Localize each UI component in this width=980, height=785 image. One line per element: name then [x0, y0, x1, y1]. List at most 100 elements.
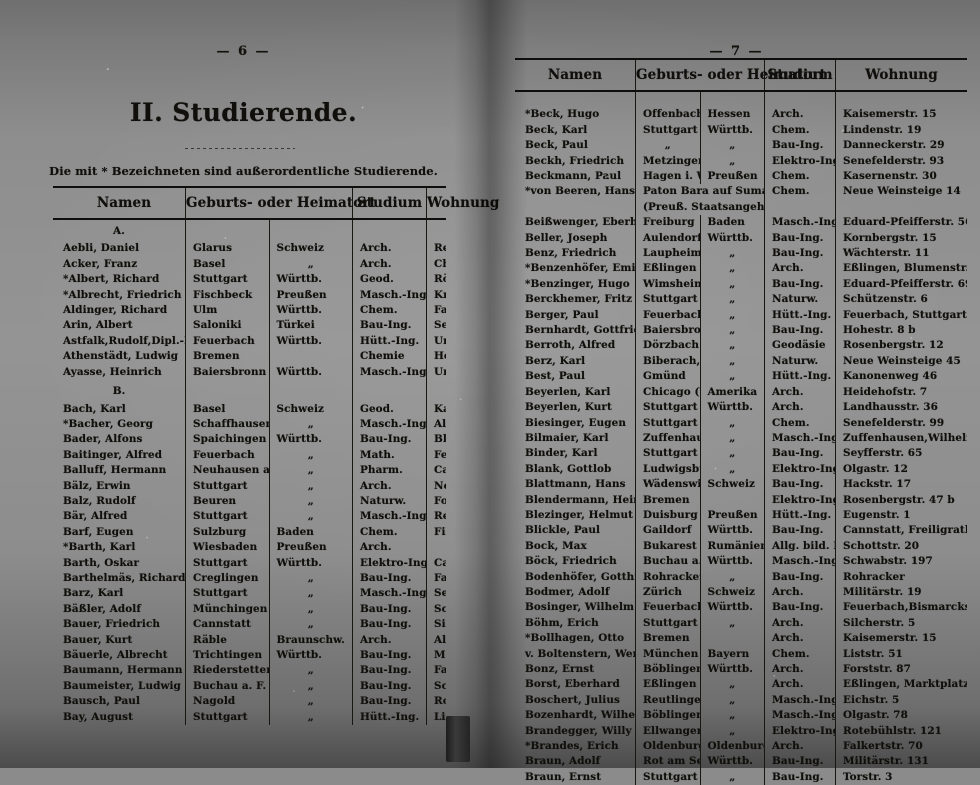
- cell-birthplace: Freiburg: [635, 215, 700, 231]
- cell-name: *Barth, Karl: [63, 541, 136, 554]
- table-top-spacer: [515, 91, 967, 108]
- cell-field-of-study: Masch.-Ing.: [352, 416, 427, 433]
- cell-address: Eichstr. 5: [835, 692, 967, 709]
- cell-name: *Albert, Richard: [63, 273, 160, 286]
- cell-address: Forststr. 84: [426, 493, 446, 510]
- cell-address: Danneckerstr. 29: [835, 138, 967, 154]
- cell-address: Lindenstr. 19: [835, 122, 967, 139]
- cell-field-of-study: Arch.: [764, 677, 836, 693]
- cell-field-of-study: Chem.: [764, 184, 836, 200]
- cell-field-of-study: Bau-Ing.: [352, 663, 427, 679]
- table-row: *Beck, Hugo Offenbach a. M.HessenArch.Kai…: [515, 107, 967, 123]
- cell-birthplace: Dörzbach: [635, 338, 700, 354]
- cell-birthplace: Reutlingen: [635, 692, 700, 709]
- table-row: Beller, Joseph Aulendorf Württb. Bau-Ing. Ko…: [515, 230, 967, 247]
- cell-name: Berz, Karl: [525, 354, 586, 367]
- cell-birthplace: Stuttgart: [635, 400, 700, 416]
- table-row: v. Boltenstern, WernerMünchenBayernChem.…: [515, 646, 967, 663]
- cell-birthplace: Basel: [185, 256, 269, 273]
- cell-state: „: [699, 723, 765, 740]
- spacer-cell: [835, 91, 967, 108]
- table-row: Baumeister, Ludwig Buchau a. F. „ Bau-Ing. S…: [53, 678, 446, 695]
- cell-birthplace: Schaffhausen: [185, 416, 269, 433]
- table-row: Bozenhardt, WilhelmBöblingen„Masch.-Ing.…: [515, 708, 967, 724]
- cell-field-of-study: Arch.: [352, 540, 427, 556]
- table-row: *Bollhagen, Otto Bremen Arch. Kaisemerstr. …: [515, 631, 967, 647]
- cell-address: Hohestr. 8 b: [835, 323, 967, 339]
- table-row: Berger, Paul Feuerbach „ Hütt.-Ing. Feuerbac…: [515, 307, 967, 324]
- cell-address: Seyfferstr. 65: [835, 446, 967, 462]
- cell-address: [426, 540, 446, 556]
- table-row: *Benzinger, Hugo Wimsheim/Leonb.„Bau-Ing.…: [515, 276, 967, 293]
- cell-address: Militärstr. 131: [835, 754, 967, 770]
- table-row: Bonz, Ernst Böblingen Württb. Arch. Forststr…: [515, 662, 967, 678]
- cell-birthplace: Stuttgart: [185, 478, 269, 494]
- folio-left: — 6 —: [216, 44, 271, 59]
- cell-address: Rosenbergstr. 47 b: [835, 492, 967, 508]
- cell-birthplace: Offenbach a. M.: [635, 107, 700, 123]
- cell-state: Württb.: [268, 333, 353, 350]
- binder-clip: [446, 716, 470, 762]
- cell-field-of-study: Hütt.-Ing.: [352, 333, 427, 350]
- column-header-studium: Studium: [764, 58, 836, 92]
- cell-field-of-study: Arch.: [764, 384, 836, 401]
- table-row: Bernhardt, GottfriedBaiersbronn„Bau-Ing.…: [515, 323, 967, 339]
- cell-address: Unt. Birkenwaldstr. 40.: [426, 364, 446, 381]
- cell-state: [699, 492, 765, 508]
- cell-name: Berroth, Alfred: [525, 339, 616, 352]
- cell-birthplace: Eßlingen: [635, 677, 700, 693]
- cell-name: Bär, Alfred: [63, 510, 128, 523]
- cell-state: „: [699, 261, 765, 277]
- cell-state: „: [268, 478, 353, 494]
- table-row: *Barth, Karl Wiesbaden Preußen Arch.: [53, 540, 446, 556]
- cell-address: Feuerbach, Botnangerstr. 36: [426, 447, 446, 464]
- table-row: Ayasse, Heinrich Baiersbronn Württb. Masch.…: [53, 364, 446, 381]
- cell-state: Württb.: [699, 662, 765, 678]
- table-row: Bay, August Stuttgart„Hütt.-Ing.Lindenstr…: [53, 709, 446, 726]
- cell-field-of-study: Bau-Ing.: [764, 246, 836, 262]
- table-row: Böhm, Erich Stuttgart „ Arch. Silcherstr. 5: [515, 615, 967, 632]
- cell-address: Mettingen: [426, 648, 446, 664]
- table-row: Balz, Rudolf Beuren„Naturw.Forststr. 84: [53, 493, 446, 510]
- table-row: Berckhemer, Fritz Stuttgart „ Naturw. Schütz…: [515, 292, 967, 308]
- cell-state: „: [268, 617, 353, 633]
- cell-address: Kronenstr. 53: [426, 287, 446, 304]
- cell-field-of-study: Naturw.: [764, 292, 836, 308]
- cell-birthplace: Sulzburg: [185, 524, 269, 541]
- cell-state: Hessen: [699, 107, 765, 123]
- cell-state: Württb.: [268, 364, 353, 381]
- cell-address: Olgastr. 12: [835, 461, 967, 478]
- cell-field-of-study: Bau-Ing.: [352, 571, 427, 587]
- cell-name: Astfalk,Rudolf,Dipl.-Ing.: [63, 334, 186, 347]
- cell-address: Forststr. 87: [835, 662, 967, 678]
- cell-birthplace: Ellwangen: [635, 723, 700, 740]
- cell-field-of-study: Bau-Ing.: [764, 323, 836, 339]
- cell-birthplace: Stuttgart: [185, 709, 269, 726]
- cell-address: Neue Weinsteige 14: [835, 184, 967, 200]
- spacer-cell: [515, 91, 636, 107]
- cell-birthplace: Rohracker/Cannst.: [635, 569, 700, 585]
- cell-birthplace: Bremen: [185, 349, 269, 365]
- cell-birthplace: Feuerbach: [185, 333, 269, 350]
- cell-name: Bozenhardt, Wilhelm: [525, 709, 636, 722]
- cell-birthplace: Böblingen: [635, 662, 700, 678]
- cell-state: Württb.: [699, 554, 765, 570]
- cell-address: [835, 199, 967, 216]
- cell-birthplace: Bremen: [635, 492, 700, 508]
- cell-name: Barth, Oskar: [63, 556, 140, 569]
- cell-field-of-study: Hütt.-Ing.: [764, 307, 836, 324]
- table-row: Benz, Friedrich Laupheim „ Bau-Ing. Wächters…: [515, 246, 967, 262]
- cell-field-of-study: Chemie: [352, 349, 427, 365]
- cell-name: Balz, Rudolf: [63, 494, 136, 507]
- column-header-studium: Studium: [352, 186, 427, 220]
- cell-name: Beyerlen, Karl: [525, 385, 611, 398]
- table-row: Bausch, Paul Nagold„Bau-Ing.Rosenstr. 52: [53, 694, 446, 710]
- table-row: Blickle, Paul Gaildorf Württb. Bau-Ing. Cann…: [515, 523, 967, 539]
- cell-birthplace: Feuerbach: [185, 447, 269, 464]
- cell-field-of-study: Elektro-Ing.: [352, 555, 427, 571]
- cell-birthplace: Stuttgart: [635, 122, 700, 139]
- cell-field-of-study: Hütt.-Ing.: [352, 709, 427, 726]
- cell-field-of-study: Naturw.: [352, 493, 427, 510]
- cell-address: Filderstr. 37: [426, 524, 446, 541]
- cell-address: Cannstatt, Freiligrathstr. 28: [835, 523, 967, 539]
